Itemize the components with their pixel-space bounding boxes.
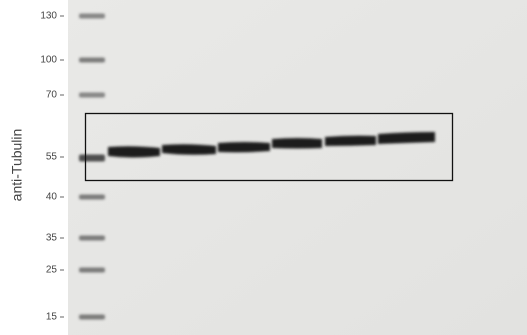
marker-label: 130 xyxy=(40,11,57,22)
band xyxy=(218,142,270,152)
page: anti-Tubulin 130100705540352515 (() => {… xyxy=(0,0,527,335)
marker-label: 100 xyxy=(40,55,57,66)
ladder-band xyxy=(79,236,105,241)
marker-label: 55 xyxy=(46,152,58,163)
ladder-band xyxy=(79,14,105,19)
marker-label: 40 xyxy=(46,192,58,203)
marker-label: 70 xyxy=(46,90,58,101)
ladder-band xyxy=(79,93,105,98)
blot-figure: anti-Tubulin 130 100 70 55 40 35 25 15 xyxy=(0,0,527,335)
ladder-band xyxy=(79,155,105,162)
marker-labels: 130 100 70 55 40 35 25 15 xyxy=(40,11,64,323)
marker-label: 25 xyxy=(46,265,58,276)
ladder-band xyxy=(79,268,105,273)
band xyxy=(162,144,216,155)
band xyxy=(108,146,160,157)
band xyxy=(325,136,376,146)
band xyxy=(272,138,322,149)
membrane xyxy=(68,0,527,335)
ladder-band xyxy=(79,315,105,320)
marker-label: 15 xyxy=(46,312,58,323)
ladder-band xyxy=(79,58,105,63)
ladder-band xyxy=(79,195,105,200)
axis-label: anti-Tubulin xyxy=(9,129,25,202)
band xyxy=(378,132,435,144)
marker-label: 35 xyxy=(46,233,58,244)
